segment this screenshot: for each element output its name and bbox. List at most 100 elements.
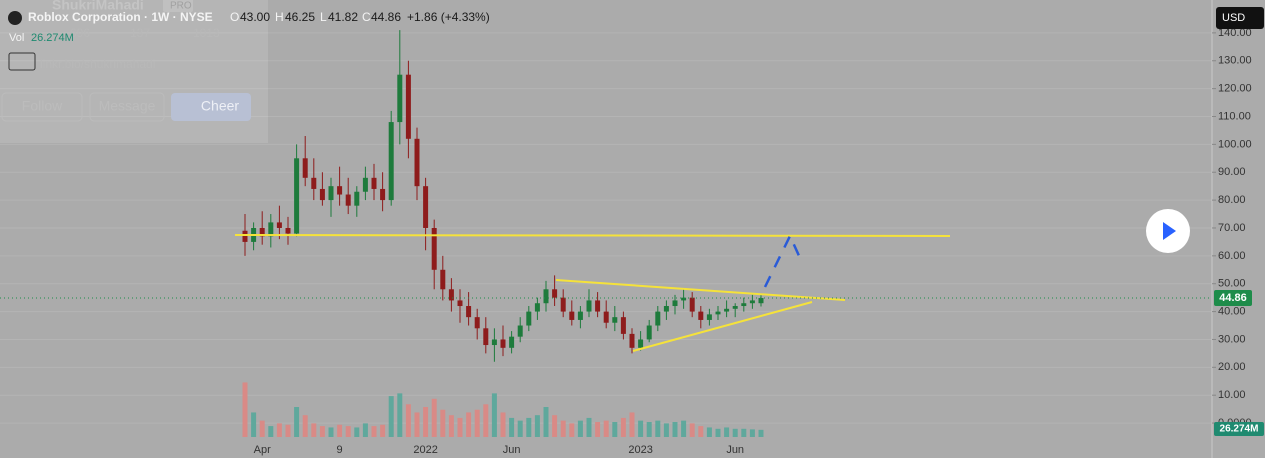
cheer-label[interactable]: Cheer <box>201 98 239 114</box>
candle-body <box>431 227 437 270</box>
candle-body <box>448 289 454 301</box>
volume-bar <box>629 412 635 437</box>
volume-bar <box>362 423 368 437</box>
x-tick-label: 2023 <box>628 444 652 456</box>
volume-bar <box>552 415 558 437</box>
y-tick-label: 10.00 <box>1218 389 1246 401</box>
candle-body <box>586 300 592 312</box>
volume-bar <box>311 423 317 437</box>
volume-bar <box>595 422 601 437</box>
message-button[interactable] <box>89 92 165 122</box>
candle-body <box>405 74 411 139</box>
volume-bar <box>509 417 515 437</box>
volume-bar <box>655 420 661 437</box>
volume-bar <box>638 420 644 437</box>
volume-bar <box>758 429 764 437</box>
price-tag: 44.86 <box>1219 292 1247 304</box>
follow-label[interactable]: Follow <box>22 98 63 114</box>
y-tick-label: 80.00 <box>1218 194 1246 206</box>
x-tick-label: 9 <box>337 444 343 456</box>
y-tick-label: 100.00 <box>1218 138 1252 150</box>
candle-body <box>534 303 540 312</box>
volume-bar <box>414 412 420 437</box>
candle-body <box>319 188 325 201</box>
legend-open: 43.00 <box>240 10 270 24</box>
x-tick-label: 2022 <box>413 444 437 456</box>
x-tick-label: Jun <box>726 444 744 456</box>
drawing-projection-arrow <box>763 233 802 288</box>
legend-o: O <box>230 10 239 24</box>
candle-body <box>242 230 248 242</box>
message-label[interactable]: Message <box>99 98 156 114</box>
cheer-button[interactable] <box>171 93 251 121</box>
candle-body <box>500 339 506 348</box>
candle-body <box>423 186 429 228</box>
volume-bar <box>612 422 618 437</box>
volume-bar <box>491 393 497 437</box>
candle-body <box>285 227 291 234</box>
volume-bar <box>560 420 566 437</box>
volume-bar <box>517 420 523 437</box>
currency[interactable]: USD <box>1222 12 1245 24</box>
candle-body <box>259 227 265 237</box>
volume-bar <box>534 415 540 437</box>
candle-body <box>681 297 687 301</box>
volume-bar <box>543 407 549 437</box>
candle-body <box>311 177 317 189</box>
volume-bar <box>371 426 377 437</box>
grid <box>0 32 1212 424</box>
volume-bar <box>474 409 480 437</box>
collapse-button[interactable] <box>8 52 36 71</box>
candle-body <box>268 222 274 237</box>
candle-body <box>620 317 626 334</box>
candle-body <box>603 311 609 323</box>
candle-body <box>663 306 669 312</box>
candle-body <box>595 300 601 312</box>
candle-body <box>474 317 480 329</box>
candle-body <box>457 300 463 307</box>
volume-label: Vol <box>9 32 24 44</box>
candle-body <box>483 328 489 346</box>
candle-body <box>388 122 394 201</box>
candle-body <box>294 158 300 234</box>
volume-bar <box>405 404 411 437</box>
drawing-horizontal-line <box>234 234 951 237</box>
legend-low: 41.82 <box>328 10 358 24</box>
candle-body <box>337 186 343 195</box>
y-tick-label: 70.00 <box>1218 222 1246 234</box>
candle-body <box>672 300 678 307</box>
profile-name: ShukriMahadi <box>52 0 144 13</box>
volume-bar <box>337 424 343 437</box>
y-tick-label: 40.00 <box>1218 305 1246 317</box>
volume-bar <box>294 407 300 437</box>
volume-bar <box>251 412 257 437</box>
volume-bar <box>681 420 687 437</box>
candle-body <box>741 303 747 307</box>
volume-bar <box>466 412 472 437</box>
profile-stat: 696 <box>70 26 90 40</box>
volume-bar <box>302 415 308 437</box>
volume-bar <box>689 423 695 437</box>
profile-link[interactable]: linkr.bio/shukrimahadi <box>40 57 155 71</box>
y-tick-label: 90.00 <box>1218 166 1246 178</box>
volume-bar <box>586 417 592 437</box>
candle-body <box>276 222 282 228</box>
volume-bar <box>724 427 730 437</box>
follow-button[interactable] <box>1 92 83 122</box>
volume-bar <box>663 423 669 437</box>
candle-body <box>638 339 644 348</box>
candle-body <box>698 311 704 320</box>
candle-body <box>552 289 558 298</box>
candle-body <box>655 311 661 326</box>
candle-body <box>612 317 618 323</box>
candle-body <box>380 188 386 201</box>
symbol-title[interactable]: Roblox Corporation · 1W · NYSE <box>28 10 213 24</box>
y-tick-label: 30.00 <box>1218 333 1246 345</box>
play-icon[interactable] <box>1163 222 1176 240</box>
volume-bar <box>268 426 274 437</box>
currency-button[interactable] <box>1216 7 1264 29</box>
volume-bar <box>285 424 291 437</box>
legend-c: C <box>362 10 371 24</box>
x-tick-label: Apr <box>254 444 271 456</box>
